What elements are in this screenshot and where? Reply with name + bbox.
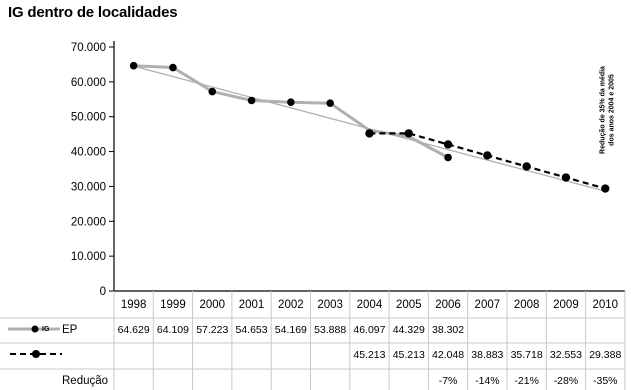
x-tick-label: 2005 [396,299,422,311]
x-tick-label: 2000 [199,299,225,311]
data-point-dashed [404,129,413,138]
table-cell-ep: 38.302 [432,324,464,336]
table-cell-ep: 44.329 [393,324,425,336]
table-cell-reduction: -21% [514,375,539,387]
table-cell-dashed: 29.388 [589,349,621,361]
data-point-dashed [443,140,453,149]
y-tick-label: 10.000 [71,251,106,263]
x-tick-label: 2004 [357,299,383,311]
data-point-dashed [561,173,571,182]
table-cell-ep: 54.653 [235,324,267,336]
data-point-ep [208,87,217,96]
x-tick-label: 2008 [514,299,540,311]
x-tick-label: 2001 [239,299,265,311]
y-tick-label: 50.000 [71,112,106,124]
table-cell-dashed: 35.718 [511,349,543,361]
table-cell-dashed: 42.048 [432,349,464,361]
x-tick-label: 2003 [317,299,343,311]
data-point-dashed [601,184,610,193]
series-line-dashed [369,132,606,190]
legend-marker-ep [31,325,39,333]
table-cell-reduction: -28% [554,375,579,387]
x-tick-label: 2010 [592,299,618,311]
table-cell-ep: 57.223 [196,324,228,336]
table-cell-dashed: 38.883 [471,349,503,361]
y-tick-label: 60.000 [71,77,106,89]
x-tick-label: 1998 [121,299,147,311]
y-tick-label: 20.000 [71,216,106,228]
series-line-ep [133,64,449,159]
y-tick-label: 0 [100,286,106,298]
chart-title: IG dentro de localidades [8,4,178,21]
y-tick-label: 30.000 [71,181,106,193]
y-tick-label: 40.000 [71,147,106,159]
legend-marker-dashed [32,350,40,358]
x-tick-label: 2006 [435,299,461,311]
table-cell-reduction: -7% [439,375,458,387]
x-tick-label: 2007 [475,299,501,311]
table-cell-ep: 53.888 [314,324,346,336]
data-point-ep [444,153,452,162]
data-point-dashed [365,129,374,138]
data-point-dashed [522,162,531,171]
data-point-ep [247,96,256,105]
table-cell-reduction: -35% [593,375,618,387]
legend-marker-label: IG [42,326,50,333]
table-cell-ep: 46.097 [353,324,385,336]
table-cell-dashed: 45.213 [393,349,425,361]
table-cell-dashed: 32.553 [550,349,582,361]
table-cell-ep: 64.629 [118,324,150,336]
data-point-dashed [483,151,492,160]
data-point-ep [169,63,177,72]
x-tick-label: 2002 [278,299,304,311]
table-cell-ep: 54.169 [275,324,307,336]
table-cell-ep: 64.109 [157,324,189,336]
legend-label-ep: EP [62,324,78,336]
x-tick-label: 2009 [553,299,579,311]
y-tick-label: 70.000 [71,42,106,54]
annotation-text: dos anos 2004 e 2005 [608,74,615,146]
table-cell-dashed: 45.213 [353,349,385,361]
data-point-ep [326,99,334,107]
data-point-ep [129,61,138,70]
table-cell-reduction: -14% [475,375,500,387]
data-point-ep [287,98,295,106]
reduction-row-label: Redução [62,375,108,387]
x-tick-label: 1999 [160,299,186,311]
annotation-text: Redução de 35% da média [599,66,606,154]
